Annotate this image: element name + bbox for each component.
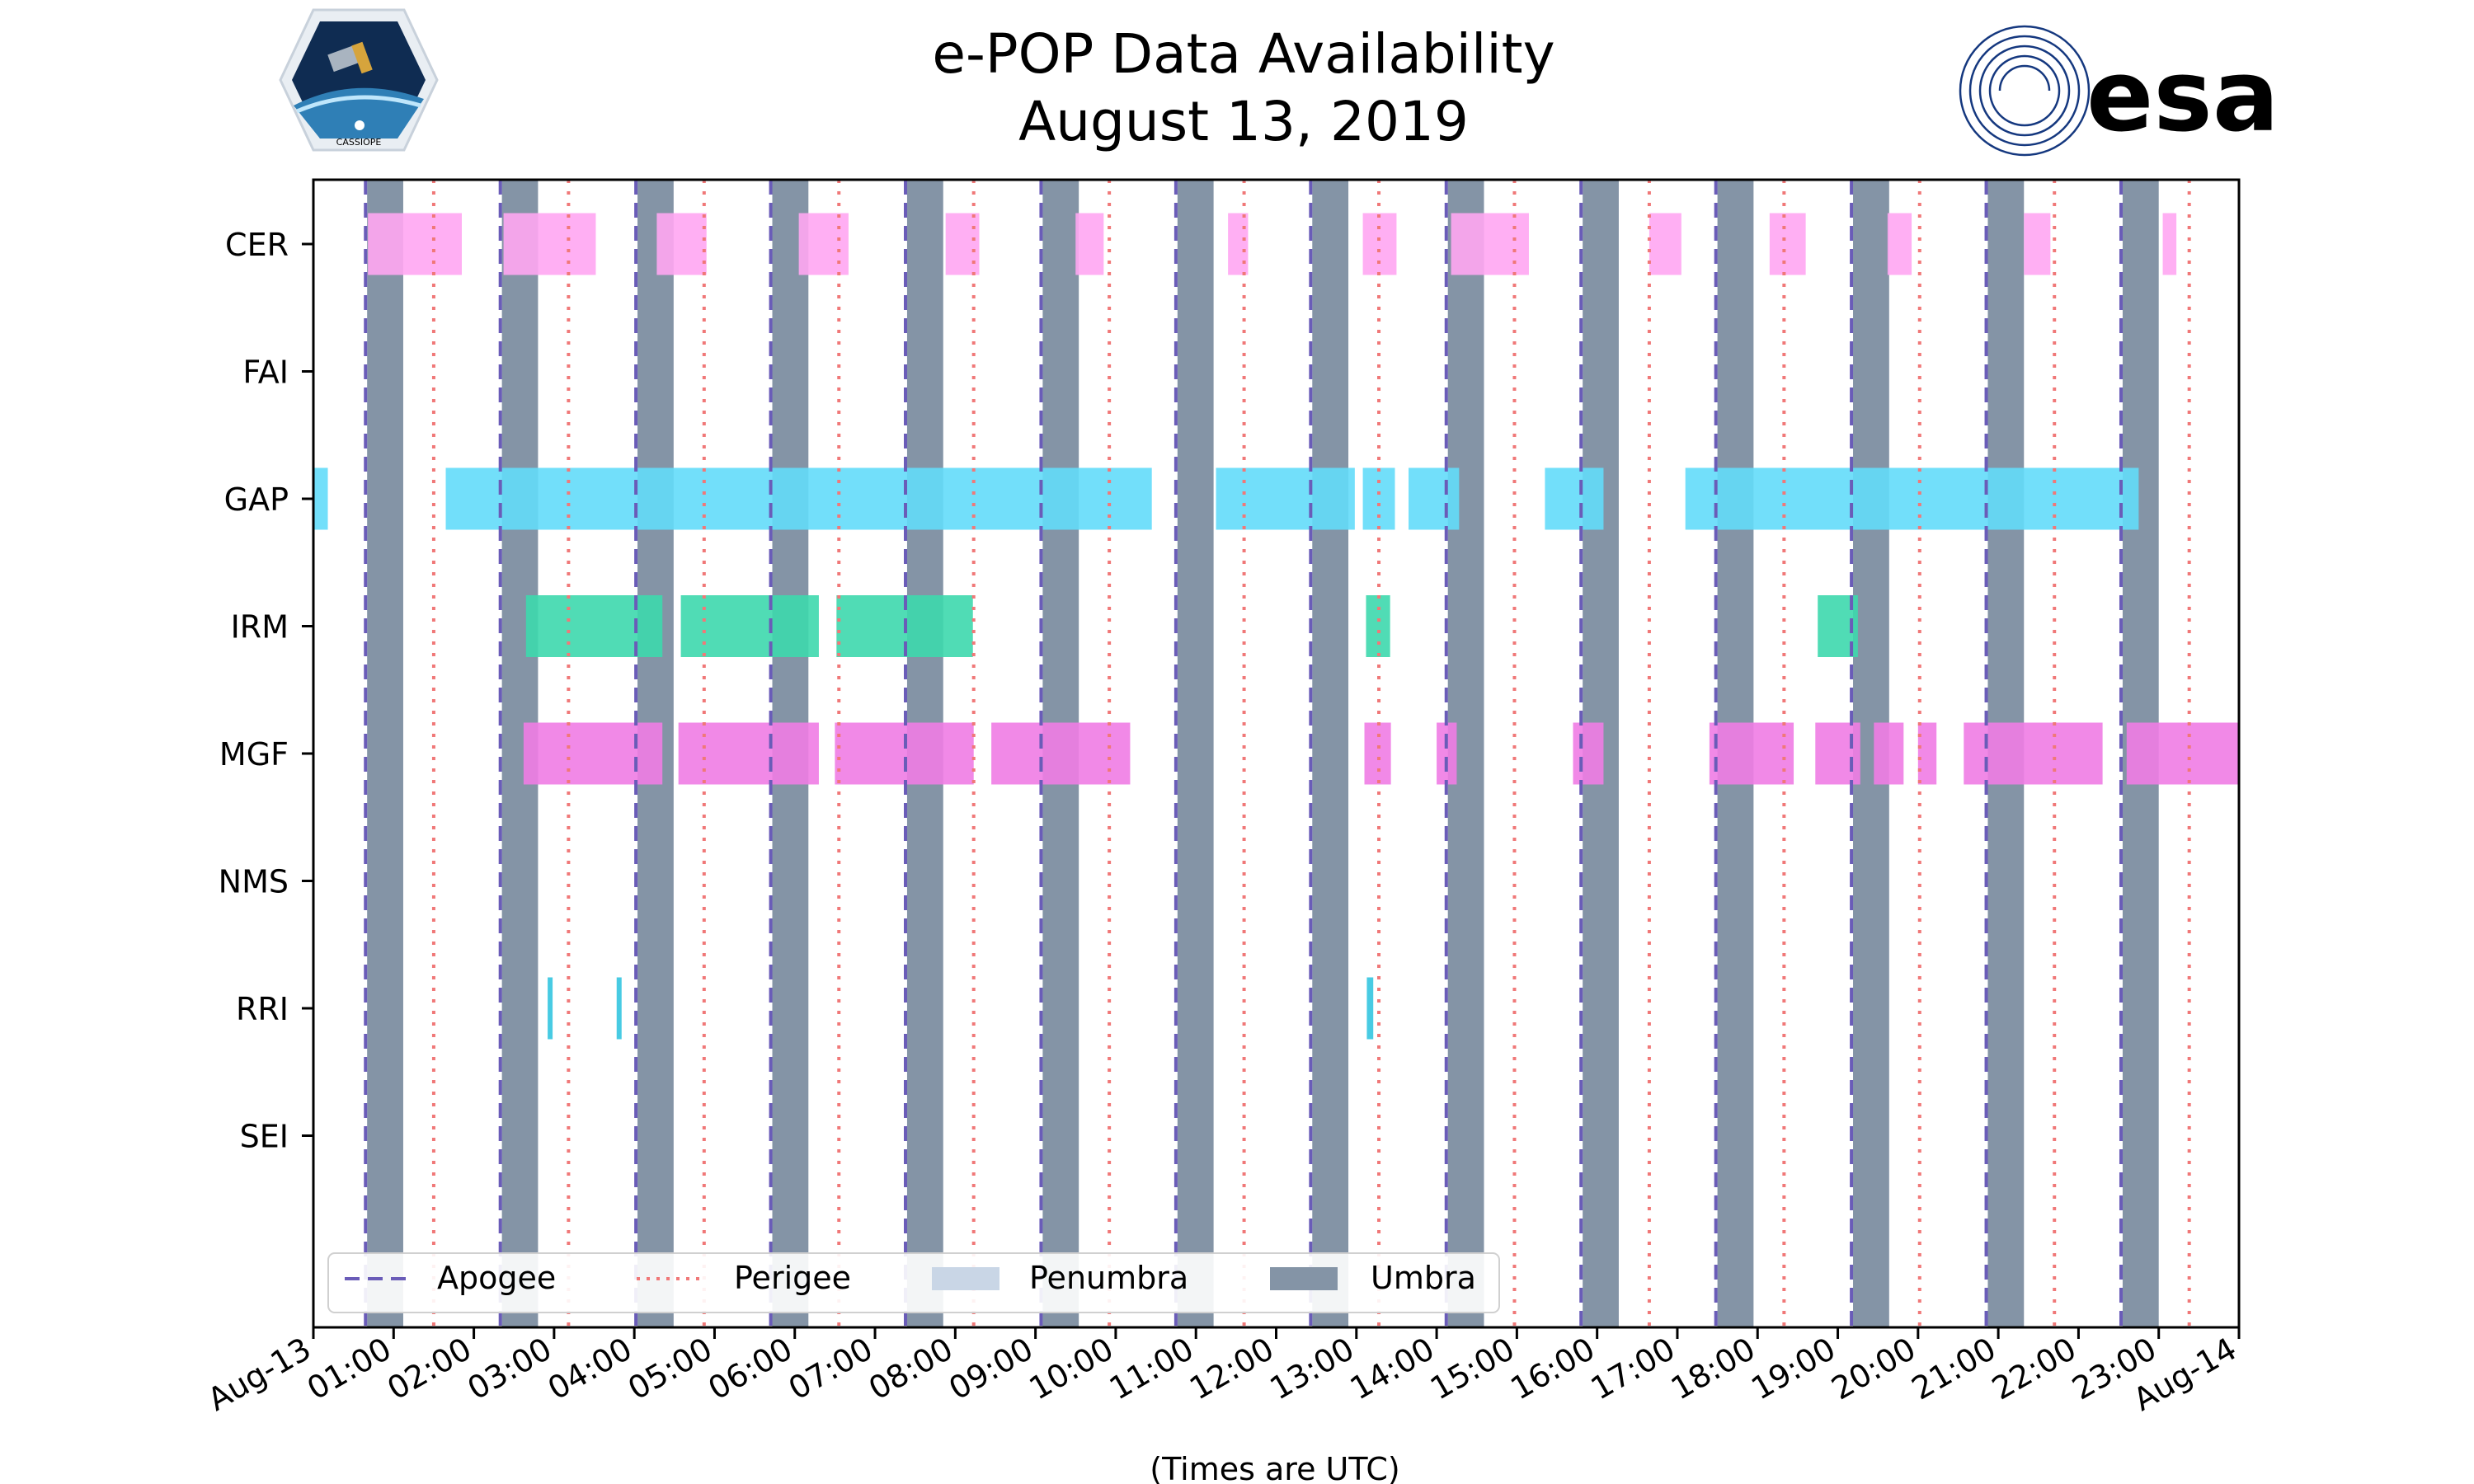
x-tick-label: 17:00: [1585, 1331, 1681, 1407]
cer-availability-bar: [1228, 213, 1249, 275]
x-axis: Aug-1301:0002:0003:0004:0005:0006:0007:0…: [201, 1327, 2243, 1418]
umbra-band: [367, 180, 403, 1327]
x-tick-label: 20:00: [1825, 1331, 1921, 1407]
cer-availability-bar: [1075, 213, 1104, 275]
esa-logo: esa: [1959, 25, 2279, 157]
x-tick-label: 05:00: [622, 1331, 718, 1407]
gap-availability-bar: [445, 467, 1152, 530]
x-tick-label: 14:00: [1344, 1331, 1441, 1407]
mgf-availability-bar: [678, 722, 819, 785]
x-tick-label: 21:00: [1906, 1331, 2002, 1407]
mgf-availability-bar: [1815, 722, 1860, 785]
mgf-availability-bar: [523, 722, 663, 785]
x-tick-label: 12:00: [1183, 1331, 1280, 1407]
umbra-layer: [367, 180, 2159, 1327]
cer-availability-bar: [798, 213, 849, 275]
mgf-availability-bar: [2126, 722, 2239, 785]
gap-availability-bar: [1362, 467, 1395, 530]
legend-penumbra-swatch: [932, 1267, 999, 1290]
cer-availability-bar: [945, 213, 980, 275]
mgf-availability-bar: [1709, 722, 1794, 785]
y-tick-label-fai: FAI: [242, 355, 289, 391]
cassiope-logo-caption: CASSIOPE: [336, 137, 382, 148]
irm-availability-bar: [525, 595, 663, 657]
gap-availability-bar: [1545, 467, 1604, 530]
x-tick-label: 04:00: [542, 1331, 638, 1407]
mgf-availability-bar: [1573, 722, 1604, 785]
cer-availability-bar: [1362, 213, 1397, 275]
esa-logo-text: esa: [2086, 40, 2279, 154]
gap-availability-bar: [1685, 467, 2139, 530]
x-tick-label: 11:00: [1103, 1331, 1200, 1407]
orbit-lines-layer: [364, 180, 2191, 1327]
cassiope-logo: CASSIOPE: [279, 8, 439, 152]
y-tick-label-nms: NMS: [219, 864, 289, 900]
rri-availability-bar: [548, 977, 553, 1040]
cer-availability-bar: [656, 213, 707, 275]
x-tick-label: 02:00: [381, 1331, 477, 1407]
y-tick-label-gap: GAP: [224, 481, 289, 518]
x-tick-label: 09:00: [943, 1331, 1039, 1407]
umbra-band: [1312, 180, 1349, 1327]
x-tick-label: 01:00: [301, 1331, 397, 1407]
irm-availability-bar: [1366, 595, 1390, 657]
y-tick-label-rri: RRI: [236, 991, 289, 1027]
rri-availability-bar: [1366, 977, 1374, 1040]
x-tick-label: 18:00: [1665, 1331, 1761, 1407]
legend-perigee-label: Perigee: [734, 1260, 851, 1296]
x-tick-label: 03:00: [462, 1331, 558, 1407]
y-tick-label-sei: SEI: [240, 1119, 289, 1155]
availability-layer: [313, 213, 2239, 1040]
x-tick-label: 16:00: [1504, 1331, 1601, 1407]
x-tick-label: 19:00: [1745, 1331, 1841, 1407]
legend-apogee-label: Apogee: [437, 1260, 556, 1296]
cer-availability-bar: [1649, 213, 1681, 275]
legend-umbra-label: Umbra: [1371, 1260, 1476, 1296]
gap-availability-bar: [1216, 467, 1355, 530]
legend-penumbra-label: Penumbra: [1029, 1260, 1188, 1296]
x-tick-label: 10:00: [1023, 1331, 1120, 1407]
mgf-availability-bar: [835, 722, 974, 785]
y-axis: CER FAI GAP IRM MGF NMS RRI SEI: [219, 227, 313, 1155]
x-tick-label: 13:00: [1263, 1331, 1360, 1407]
cer-availability-bar: [2024, 213, 2051, 275]
gap-availability-bar: [313, 467, 328, 530]
x-tick-label: 08:00: [863, 1331, 959, 1407]
x-axis-label: (Times are UTC): [1150, 1451, 1399, 1484]
y-tick-label-irm: IRM: [231, 609, 289, 646]
mgf-availability-bar: [1364, 722, 1391, 785]
cer-availability-bar: [1887, 213, 1912, 275]
rri-availability-bar: [616, 977, 622, 1040]
cer-availability-bar: [503, 213, 596, 275]
x-tick-label: 06:00: [702, 1331, 798, 1407]
irm-availability-bar: [680, 595, 819, 657]
mgf-availability-bar: [1917, 722, 1937, 785]
cer-availability-bar: [1451, 213, 1529, 275]
legend-umbra-swatch: [1270, 1267, 1338, 1290]
cer-availability-bar: [368, 213, 462, 275]
umbra-band: [1177, 180, 1214, 1327]
y-tick-label-mgf: MGF: [219, 736, 289, 773]
cer-availability-bar: [2162, 213, 2177, 275]
y-tick-label-cer: CER: [225, 227, 289, 263]
cer-availability-bar: [1769, 213, 1806, 275]
mgf-availability-bar: [1874, 722, 1904, 785]
x-tick-label: 07:00: [783, 1331, 879, 1407]
x-tick-label: Aug-13: [201, 1331, 317, 1418]
mgf-availability-bar: [1437, 722, 1457, 785]
gap-availability-bar: [1409, 467, 1460, 530]
chart-title: e-POP Data Availability: [932, 22, 1554, 86]
mgf-availability-bar: [991, 722, 1131, 785]
mgf-availability-bar: [1964, 722, 2103, 785]
x-tick-label: 15:00: [1424, 1331, 1521, 1407]
chart-subtitle: August 13, 2019: [1018, 90, 1469, 153]
x-tick-label: 22:00: [1986, 1331, 2082, 1407]
legend: Apogee Perigee Penumbra Umbra: [327, 1252, 1500, 1313]
